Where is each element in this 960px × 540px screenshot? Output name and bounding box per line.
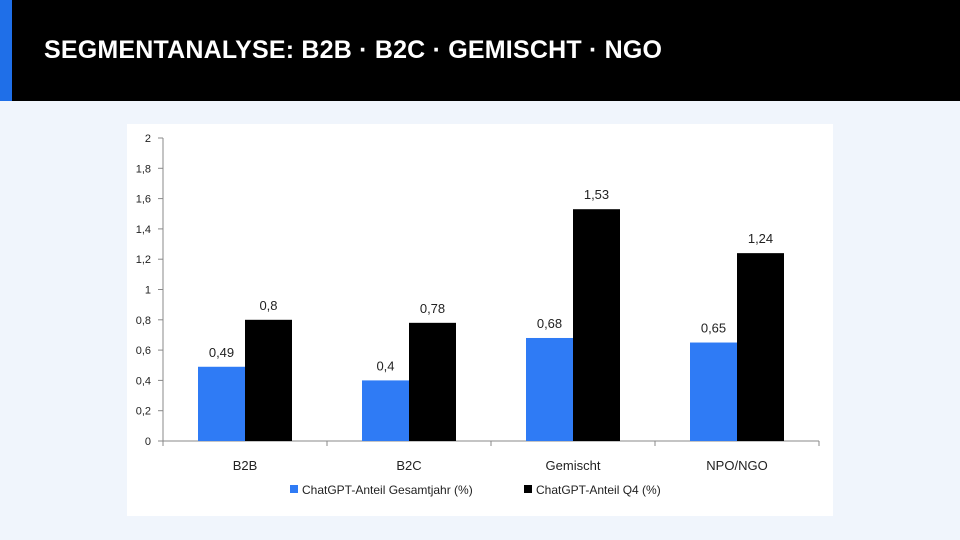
data-label: 0,68 — [537, 316, 562, 331]
legend-label: ChatGPT-Anteil Q4 (%) — [536, 483, 661, 497]
y-tick-label: 0 — [145, 436, 151, 448]
legend-label: ChatGPT-Anteil Gesamtjahr (%) — [302, 483, 473, 497]
bar-gesamtjahr-gemischt — [526, 337, 573, 441]
legend-swatch-q4 — [524, 485, 532, 493]
chart-panel: 0 0,2 0,4 0,6 0,8 1 1,2 1,4 1,6 1,8 2 0,49 0,8 B2B 0,4… — [127, 124, 833, 516]
y-tick-label: 2 — [145, 133, 151, 145]
bar-q4-npo-ngo — [737, 253, 784, 441]
y-tick-label: 1,2 — [136, 254, 151, 266]
bar-q4-b2c — [409, 322, 456, 441]
data-label: 0,78 — [420, 301, 445, 316]
x-category-label: B2B — [233, 458, 258, 473]
bar-q4-gemischt — [573, 209, 620, 441]
data-label: 0,49 — [209, 345, 234, 360]
x-category-label: NPO/NGO — [706, 458, 767, 473]
slide-title: SEGMENTANALYSE: B2B · B2C · GEMISCHT · N… — [44, 36, 663, 64]
data-label: 1,53 — [584, 187, 609, 202]
bar-gesamtjahr-npo-ngo — [690, 342, 737, 441]
bar-q4-b2b — [245, 319, 292, 441]
bar-gesamtjahr-b2c — [362, 380, 409, 441]
y-tick-label: 0,8 — [136, 315, 151, 327]
data-label: 0,8 — [259, 298, 277, 313]
header-accent-bar — [0, 0, 12, 101]
legend-swatch-gesamtjahr — [290, 485, 298, 493]
y-tick-label: 1 — [145, 285, 151, 297]
y-tick-label: 0,4 — [136, 375, 151, 387]
bar-chart: 0 0,2 0,4 0,6 0,8 1 1,2 1,4 1,6 1,8 2 0,49 0,8 B2B 0,4… — [136, 133, 820, 497]
data-label: 0,65 — [701, 321, 726, 336]
data-label: 1,24 — [748, 231, 773, 246]
data-label: 0,4 — [376, 358, 394, 373]
x-category-label: B2C — [396, 458, 421, 473]
x-category-label: Gemischt — [546, 458, 601, 473]
slide-header: SEGMENTANALYSE: B2B · B2C · GEMISCHT · N… — [0, 0, 960, 101]
y-tick-label: 1,6 — [136, 194, 151, 206]
y-tick-label: 0,2 — [136, 406, 151, 418]
y-tick-label: 1,4 — [136, 224, 151, 236]
y-tick-label: 0,6 — [136, 345, 151, 357]
bar-gesamtjahr-b2b — [198, 366, 245, 441]
y-tick-label: 1,8 — [136, 163, 151, 175]
